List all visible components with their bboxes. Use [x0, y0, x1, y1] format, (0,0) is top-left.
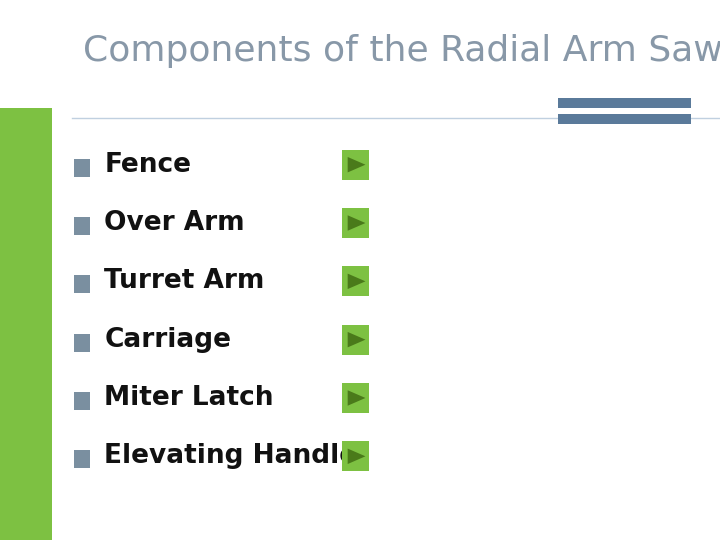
Bar: [74, 159, 90, 177]
Text: Fence: Fence: [104, 152, 192, 178]
Bar: [558, 98, 691, 108]
Text: Carriage: Carriage: [104, 327, 231, 353]
Bar: [74, 334, 90, 352]
Bar: [342, 325, 369, 355]
Text: Miter Latch: Miter Latch: [104, 385, 274, 411]
Bar: [342, 383, 369, 413]
Polygon shape: [348, 215, 366, 231]
Text: Over Arm: Over Arm: [104, 210, 245, 236]
Polygon shape: [348, 390, 366, 406]
Bar: [342, 442, 369, 471]
Text: Components of the Radial Arm Saw: Components of the Radial Arm Saw: [83, 35, 720, 68]
Bar: [74, 450, 90, 468]
Polygon shape: [348, 449, 366, 464]
Bar: [0, 108, 52, 540]
Bar: [74, 217, 90, 235]
Bar: [558, 114, 691, 124]
Polygon shape: [348, 274, 366, 289]
Bar: [342, 267, 369, 296]
Polygon shape: [348, 157, 366, 172]
Polygon shape: [348, 332, 366, 347]
Text: Elevating Handle: Elevating Handle: [104, 443, 358, 469]
Bar: [342, 208, 369, 238]
Bar: [74, 275, 90, 293]
Bar: [74, 392, 90, 410]
Text: Turret Arm: Turret Arm: [104, 268, 265, 294]
Bar: [342, 150, 369, 179]
